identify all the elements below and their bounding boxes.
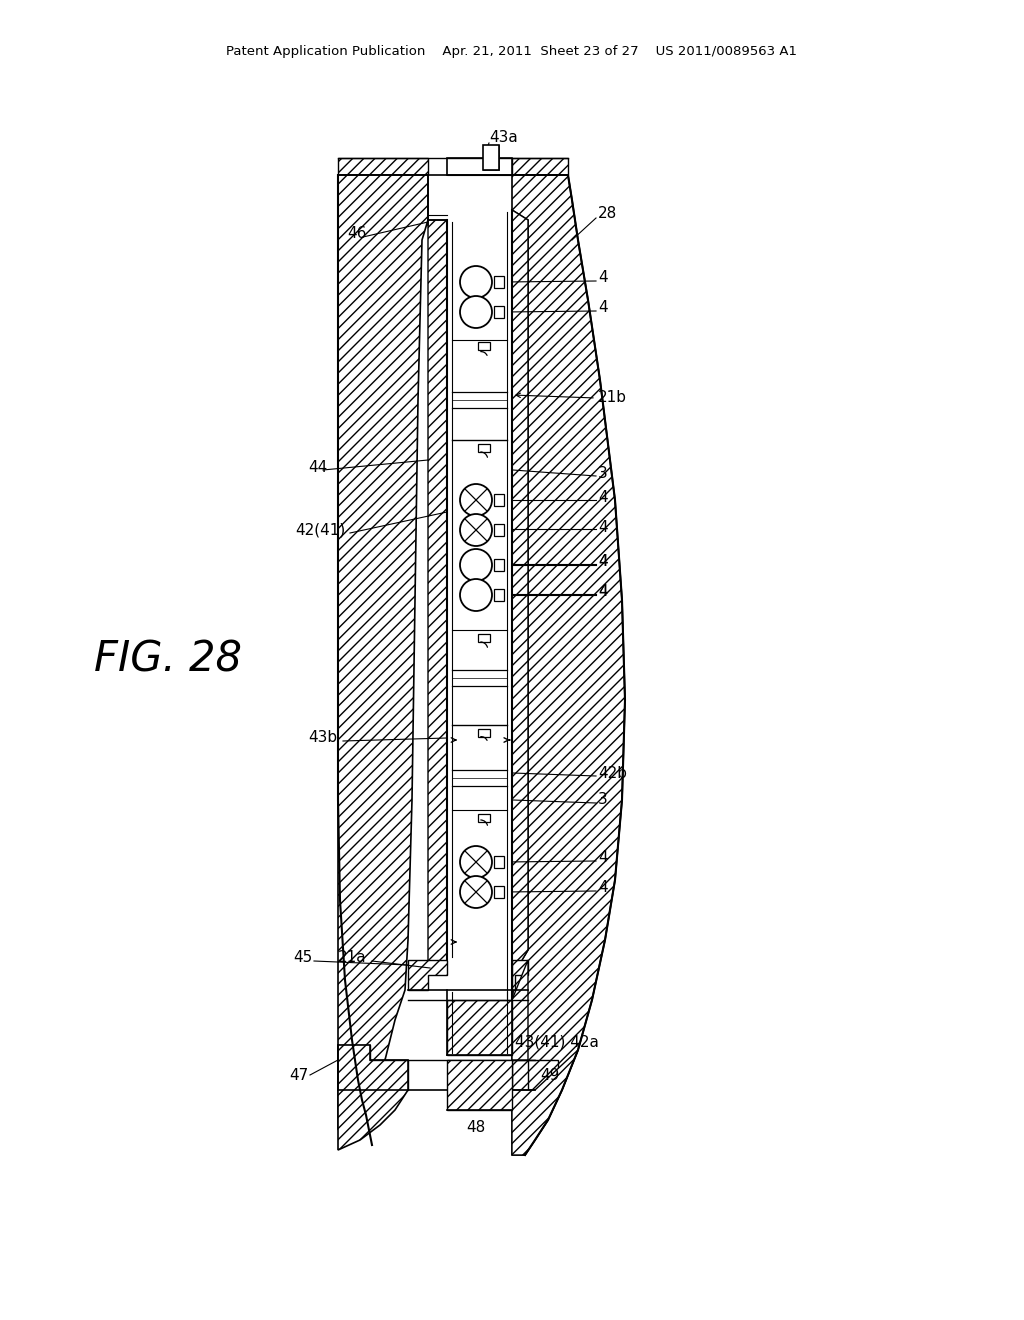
- Bar: [528, 1060, 558, 1090]
- Polygon shape: [512, 1060, 535, 1090]
- Bar: [478, 814, 490, 822]
- Text: 21b: 21b: [598, 391, 627, 405]
- Text: 4: 4: [598, 271, 607, 285]
- Polygon shape: [338, 158, 428, 176]
- Text: 3: 3: [598, 792, 608, 808]
- Text: 3: 3: [598, 466, 608, 480]
- Polygon shape: [338, 176, 428, 1130]
- Polygon shape: [338, 1045, 408, 1090]
- Text: 47: 47: [289, 1068, 308, 1082]
- Polygon shape: [512, 960, 528, 1060]
- Text: 4: 4: [598, 520, 607, 535]
- Bar: [494, 886, 504, 898]
- Text: 21a: 21a: [338, 950, 367, 965]
- Circle shape: [460, 267, 492, 298]
- Text: 43(41) 42a: 43(41) 42a: [515, 1035, 599, 1049]
- Text: 46: 46: [347, 226, 367, 240]
- Circle shape: [460, 549, 492, 581]
- Text: 44: 44: [308, 459, 328, 474]
- Circle shape: [460, 846, 492, 878]
- Bar: [494, 855, 504, 869]
- Text: 4: 4: [598, 554, 607, 569]
- Polygon shape: [512, 158, 568, 176]
- Bar: [494, 306, 504, 318]
- Bar: [494, 589, 504, 601]
- Text: 4: 4: [598, 585, 607, 599]
- Text: 4: 4: [598, 491, 607, 506]
- Circle shape: [460, 876, 492, 908]
- Circle shape: [460, 513, 492, 546]
- Polygon shape: [338, 1045, 408, 1150]
- Text: 45: 45: [293, 950, 312, 965]
- Polygon shape: [408, 960, 447, 990]
- Polygon shape: [512, 1049, 578, 1155]
- Polygon shape: [447, 1060, 512, 1110]
- Bar: [478, 444, 490, 451]
- Text: Patent Application Publication    Apr. 21, 2011  Sheet 23 of 27    US 2011/00895: Patent Application Publication Apr. 21, …: [226, 45, 798, 58]
- Circle shape: [460, 296, 492, 327]
- Text: 4: 4: [598, 850, 607, 866]
- Text: 48: 48: [466, 1119, 485, 1135]
- Text: 49: 49: [540, 1068, 559, 1082]
- Polygon shape: [512, 960, 528, 990]
- Circle shape: [460, 484, 492, 516]
- Text: 28: 28: [598, 206, 617, 220]
- Bar: [478, 342, 490, 350]
- Text: 42b: 42b: [598, 766, 627, 780]
- Bar: [483, 145, 499, 170]
- Text: 4: 4: [598, 554, 607, 569]
- Polygon shape: [483, 145, 499, 170]
- Text: 4: 4: [598, 301, 607, 315]
- Bar: [478, 729, 490, 737]
- Text: 43b: 43b: [308, 730, 337, 746]
- Bar: [494, 524, 504, 536]
- Bar: [447, 1001, 512, 1055]
- Polygon shape: [428, 220, 447, 975]
- Polygon shape: [447, 210, 512, 1001]
- Text: FIG. 28: FIG. 28: [94, 639, 242, 681]
- Bar: [494, 276, 504, 288]
- Text: 43a: 43a: [489, 131, 518, 145]
- Polygon shape: [512, 176, 625, 1155]
- Circle shape: [460, 579, 492, 611]
- Bar: [447, 158, 512, 176]
- Text: 4: 4: [598, 585, 607, 599]
- Text: 42(41): 42(41): [295, 523, 345, 537]
- Bar: [494, 494, 504, 506]
- Bar: [478, 634, 490, 642]
- Text: 4: 4: [598, 880, 607, 895]
- Polygon shape: [447, 158, 511, 176]
- Polygon shape: [512, 210, 528, 1001]
- Bar: [494, 558, 504, 572]
